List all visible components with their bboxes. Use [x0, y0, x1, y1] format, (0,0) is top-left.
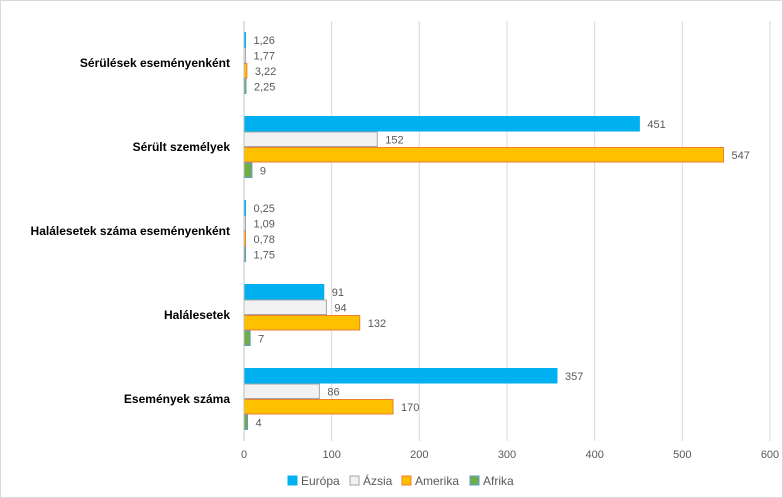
data-label: 86	[327, 386, 339, 398]
legend-swatch-ázsia	[349, 475, 360, 486]
data-label: 91	[332, 287, 344, 299]
data-label: 547	[732, 150, 750, 162]
legend-label: Ázsia	[363, 473, 393, 488]
bar-ázsia	[243, 131, 378, 147]
data-label: 1,77	[254, 50, 275, 62]
bar-amerika	[243, 315, 361, 331]
bar-afrika	[243, 414, 249, 430]
bar-amerika	[243, 147, 725, 163]
x-tick-label: 400	[585, 449, 603, 461]
data-label: 0,78	[254, 234, 275, 246]
bar-amerika	[243, 399, 394, 415]
data-label: 451	[647, 119, 665, 131]
category-label: Sérült személyek	[133, 140, 231, 154]
legend-label: Afrika	[483, 474, 514, 488]
category-label: Események száma	[124, 392, 230, 406]
data-label: 1,09	[254, 218, 275, 230]
x-tick-label: 200	[410, 449, 428, 461]
category-label: Halálesetek száma eseményenként	[31, 224, 230, 238]
data-label: 0,25	[254, 203, 275, 215]
data-label: 4	[256, 417, 262, 429]
data-label: 2,25	[254, 81, 275, 93]
legend-swatch-afrika	[469, 475, 480, 486]
bar-afrika	[243, 330, 251, 346]
bar-európa	[243, 368, 558, 384]
x-tick-label: 100	[322, 449, 340, 461]
data-label: 152	[385, 134, 403, 146]
bar-európa	[243, 116, 640, 132]
x-tick-label: 0	[241, 449, 247, 461]
legend-label: Európa	[301, 474, 340, 488]
category-label: Halálesetek	[164, 308, 230, 322]
bar-afrika	[243, 162, 253, 178]
category-label: Sérülések eseményenként	[80, 56, 230, 70]
bar-ázsia	[243, 383, 320, 399]
data-label: 7	[258, 333, 264, 345]
data-label: 9	[260, 165, 266, 177]
x-tick-label: 500	[673, 449, 691, 461]
legend-swatch-amerika	[401, 475, 412, 486]
bar-ázsia	[243, 299, 327, 315]
data-label: 170	[401, 402, 419, 414]
data-label: 3,22	[255, 66, 276, 78]
data-label: 132	[368, 318, 386, 330]
data-label: 1,75	[254, 249, 275, 261]
legend-label: Amerika	[415, 474, 459, 488]
data-label: 1,26	[254, 35, 275, 47]
legend-swatch-európa	[287, 475, 298, 486]
bar-európa	[243, 284, 325, 300]
data-label: 357	[565, 371, 583, 383]
x-tick-label: 300	[498, 449, 516, 461]
data-label: 94	[334, 302, 346, 314]
x-tick-label: 600	[761, 449, 779, 461]
